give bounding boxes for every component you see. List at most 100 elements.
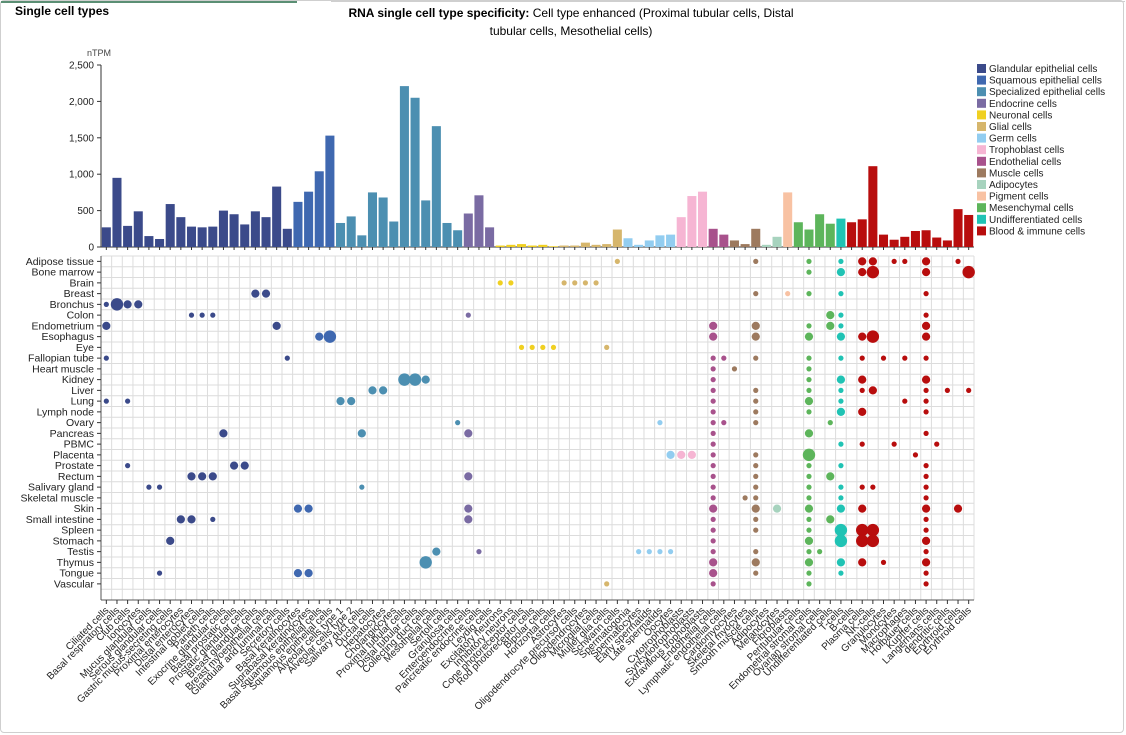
- tissue-dot: [858, 268, 867, 277]
- tissue-dot: [838, 398, 844, 404]
- legend-label: Blood & immune cells: [989, 226, 1085, 237]
- tissue-label: Esophagus: [41, 331, 94, 343]
- tissue-label: Skeletal muscle: [20, 492, 94, 504]
- tissue-dot: [751, 332, 760, 341]
- tissue-dot: [859, 484, 865, 490]
- legend-label: Squamous epithelial cells: [989, 76, 1102, 87]
- tissue-dot: [210, 516, 216, 522]
- tissue-label: Small intestine: [26, 514, 94, 526]
- bar: [336, 222, 346, 247]
- tissue-dot: [540, 344, 546, 350]
- tissue-dot: [806, 258, 812, 264]
- tissue-dot: [806, 549, 812, 555]
- legend-label: Trophoblast cells: [989, 145, 1064, 156]
- tissue-dot: [709, 569, 718, 578]
- tissue-label: Breast: [64, 288, 94, 300]
- tissue-dot: [806, 323, 812, 329]
- tissue-dot: [921, 257, 931, 266]
- chart-title-rest: Cell type enhanced (Proximal tubular cel…: [489, 6, 794, 38]
- tissue-dot: [187, 515, 196, 524]
- bar: [144, 236, 154, 247]
- tissue-dot: [921, 321, 931, 330]
- tissue-dot: [753, 473, 759, 479]
- tissue-dot: [304, 504, 313, 513]
- bar: [910, 230, 920, 247]
- tissue-dot: [582, 280, 589, 286]
- tissue-dot: [859, 355, 865, 361]
- tissue-dot: [806, 473, 812, 479]
- tissue-dot: [836, 407, 846, 416]
- bar: [878, 234, 889, 247]
- tissue-dot: [802, 448, 816, 462]
- bar: [186, 226, 197, 247]
- bar: [229, 214, 239, 247]
- tissue-label: Fallopian tube: [28, 353, 94, 365]
- legend-swatch: [977, 133, 986, 143]
- bar: [815, 214, 825, 247]
- tissue-dot: [208, 472, 217, 481]
- tissue-dot: [923, 484, 929, 490]
- tissue-dot: [125, 463, 131, 469]
- tissue-dot: [103, 301, 109, 307]
- tissue-dot: [804, 332, 814, 341]
- bar: [666, 234, 676, 247]
- tissue-dot: [508, 280, 514, 286]
- tissue-dot: [826, 515, 835, 524]
- tissue-dot: [858, 257, 867, 266]
- bar: [240, 224, 250, 247]
- bar: [772, 236, 782, 247]
- bar: [474, 195, 484, 247]
- tissue-dot: [753, 463, 759, 469]
- tissue-dot: [806, 463, 812, 469]
- tissue-label: Placenta: [53, 449, 94, 461]
- tissue-dot: [710, 377, 716, 383]
- tissue-dot: [806, 355, 812, 361]
- tissue-dot: [834, 523, 848, 537]
- tissue-dot: [870, 484, 876, 490]
- tissue-dot: [944, 387, 950, 393]
- tissue-dot: [604, 344, 610, 350]
- bar: [506, 244, 516, 247]
- legend-swatch: [977, 156, 986, 166]
- bar: [410, 97, 420, 247]
- tissue-dot: [464, 429, 473, 438]
- tissue-dot: [710, 473, 716, 479]
- tissue-dot: [838, 312, 844, 318]
- tissue-dot: [721, 355, 727, 361]
- tissue-dot: [753, 387, 759, 393]
- bar: [272, 186, 282, 247]
- bar: [548, 246, 558, 247]
- tissue-dot: [806, 495, 812, 501]
- tissue-dot: [336, 397, 345, 406]
- tissue-dot: [198, 472, 207, 481]
- tissue-dot: [806, 409, 812, 415]
- bar: [570, 245, 580, 247]
- tissue-dot: [304, 569, 313, 578]
- bar: [847, 222, 857, 247]
- legend-swatch: [977, 214, 986, 224]
- tissue-dot: [785, 291, 791, 297]
- tissue-dot: [166, 536, 175, 545]
- y-axis-label: nTPM: [87, 48, 111, 58]
- tissue-dot: [550, 344, 557, 350]
- tissue-dot: [293, 569, 303, 578]
- tissue-dot: [572, 280, 578, 286]
- tissue-dot: [398, 373, 411, 386]
- tissue-dot: [866, 523, 880, 537]
- tissue-dot: [806, 527, 812, 533]
- tissue-dot: [836, 504, 846, 513]
- tissue-dot: [838, 484, 844, 490]
- bar: [165, 204, 175, 247]
- bar: [495, 245, 505, 247]
- tissue-label: PBMC: [64, 439, 95, 451]
- legend-swatch: [977, 98, 986, 108]
- tissue-dot: [464, 472, 473, 481]
- tissue-dot: [240, 461, 249, 470]
- tissue-dot: [529, 344, 535, 350]
- legend-swatch: [977, 122, 986, 131]
- tissue-dot: [902, 398, 908, 404]
- tissue-dot: [614, 258, 620, 264]
- tissue-dot: [912, 452, 919, 458]
- tissue-label: Lymph node: [37, 406, 95, 418]
- legend-label: Specialized epithelial cells: [989, 87, 1105, 98]
